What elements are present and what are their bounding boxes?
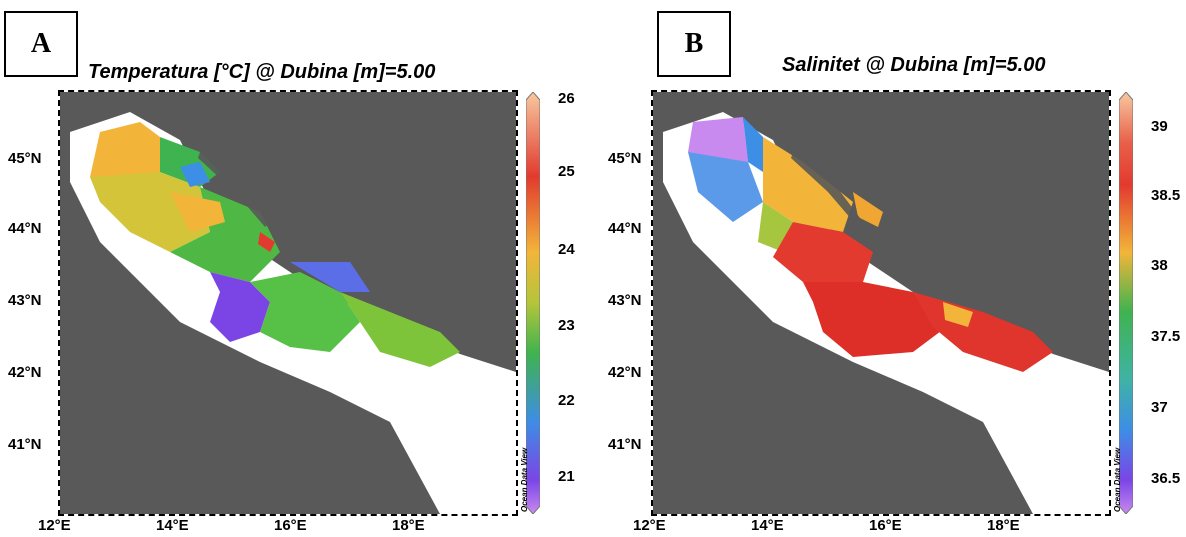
panel-title-salinity: Salinitet @ Dubina [m]=5.00 (782, 54, 1046, 76)
salinity-field (688, 117, 1053, 372)
lat-label: 43°N (8, 292, 42, 309)
credit-label: Ocean Data View (520, 447, 529, 512)
colorbar-tick: 25 (558, 163, 575, 180)
lat-label: 42°N (608, 364, 642, 381)
temperature-field (90, 122, 460, 367)
panel-letter-b: B (657, 11, 731, 77)
lon-label: 16°E (869, 517, 902, 534)
temperature-colorbar (526, 92, 540, 514)
lon-label: 14°E (751, 517, 784, 534)
colorbar-tick: 37.5 (1151, 328, 1181, 345)
lon-label: 16°E (274, 517, 307, 534)
colorbar-tick: 38.5 (1151, 187, 1181, 204)
colorbar-tick: 24 (558, 241, 575, 258)
lat-label: 43°N (608, 292, 642, 309)
panel-temperature: A Temperatura [°C] @ Dubina [m]=5.00 (4, 11, 575, 534)
colorbar-tick: 36.5 (1151, 470, 1181, 487)
lon-label: 12°E (633, 517, 666, 534)
lat-label: 45°N (8, 150, 42, 167)
colorbar-tick: 23 (558, 317, 575, 334)
lat-label: 41°N (8, 436, 42, 453)
lon-label: 18°E (987, 517, 1020, 534)
lon-label: 12°E (38, 517, 71, 534)
panel-letter-a: A (4, 11, 78, 77)
colorbar-tick: 39 (1151, 118, 1168, 135)
colorbar-tick: 26 (558, 90, 575, 107)
lat-label: 41°N (608, 436, 642, 453)
lat-label: 45°N (608, 150, 642, 167)
panel-salinity: B Salinitet @ Dubina [m]=5.00 45°N 44°N (593, 0, 1186, 537)
colorbar-tick: 22 (558, 392, 575, 409)
lon-label: 18°E (392, 517, 425, 534)
panel-title-temperature: Temperatura [°C] @ Dubina [m]=5.00 (88, 61, 436, 83)
salinity-colorbar (1119, 92, 1133, 514)
colorbar-tick: 37 (1151, 399, 1168, 416)
lon-label: 14°E (156, 517, 189, 534)
lat-label: 42°N (8, 364, 42, 381)
colorbar-tick: 38 (1151, 257, 1168, 274)
lat-label: 44°N (608, 220, 642, 237)
lat-label: 44°N (8, 220, 42, 237)
colorbar-tick: 21 (558, 468, 575, 485)
salinity-map (653, 92, 1109, 514)
temperature-map (60, 92, 516, 514)
credit-label: Ocean Data View (1113, 447, 1122, 512)
